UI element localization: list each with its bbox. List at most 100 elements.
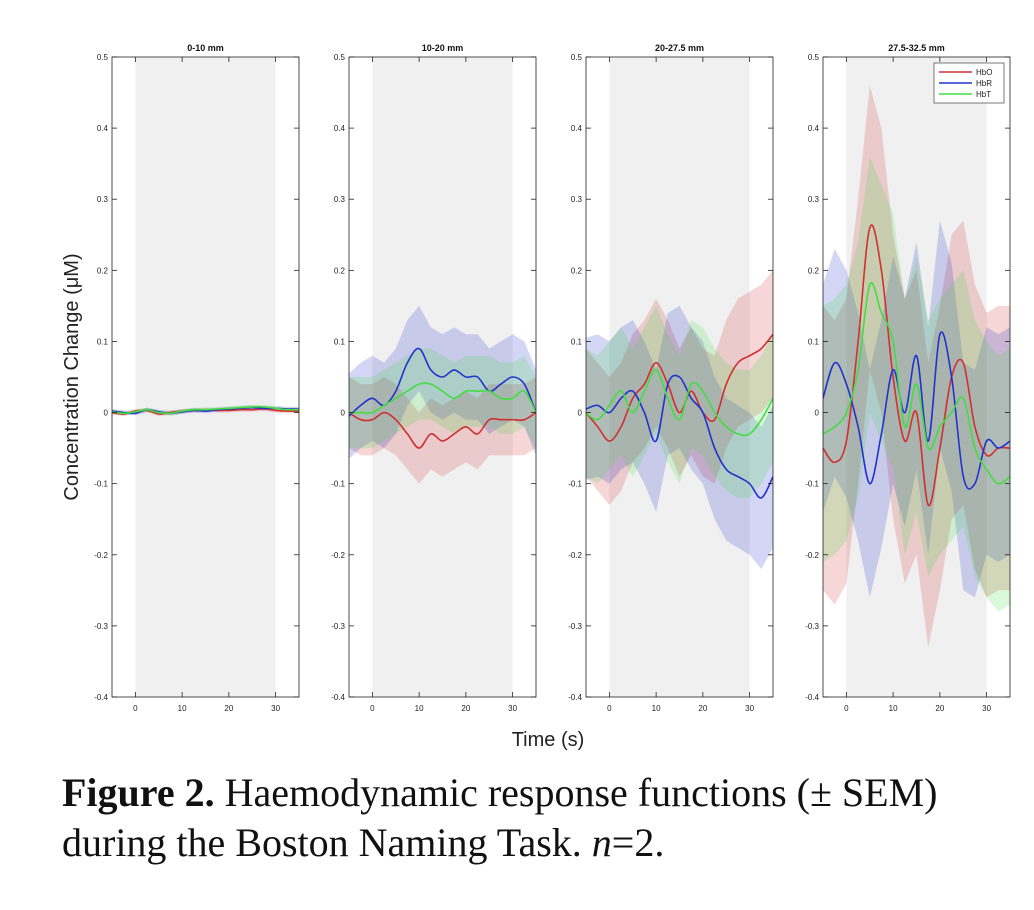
- caption-n-value: =2.: [611, 820, 665, 865]
- x-tick-label: 10: [178, 704, 187, 713]
- y-tick-label: -0.1: [94, 480, 108, 489]
- axes-frame: [822, 56, 1011, 698]
- x-tick-label: 0: [133, 704, 138, 713]
- y-tick-label: 0.5: [97, 53, 109, 62]
- y-tick-label: 0.4: [97, 124, 109, 133]
- panel-title: 20-27.5 mm: [655, 43, 704, 53]
- sem-band-hbo: [586, 270, 773, 505]
- y-tick-label: -0.3: [94, 622, 108, 631]
- caption-label: Figure 2.: [62, 770, 215, 815]
- plot-area: [349, 305, 536, 484]
- y-tick-label: 0.4: [808, 124, 820, 133]
- series-line-hbo: [349, 411, 536, 449]
- y-tick-label: 0: [104, 409, 109, 418]
- x-tick-label: 20: [461, 704, 470, 713]
- y-tick-label: -0.2: [568, 551, 582, 560]
- axes-frame: [111, 56, 300, 698]
- x-tick-label: 0: [607, 704, 612, 713]
- caption-text: Haemodynamic response functions (± SEM) …: [62, 770, 938, 865]
- y-tick-label: 0.5: [808, 53, 820, 62]
- series-line-hbr: [823, 331, 1010, 490]
- series-line-hbr: [349, 347, 536, 417]
- y-tick-label: 0.3: [97, 195, 109, 204]
- y-tick-label: -0.4: [331, 693, 345, 702]
- panel-title: 27.5-32.5 mm: [888, 43, 945, 53]
- y-tick-label: 0.3: [571, 195, 583, 204]
- x-tick-label: 30: [745, 704, 754, 713]
- y-tick-label: -0.1: [568, 480, 582, 489]
- y-tick-label: -0.1: [331, 480, 345, 489]
- y-tick-label: 0.1: [808, 337, 820, 346]
- series-line-hbo: [823, 224, 1010, 507]
- y-tick-label: 0.1: [571, 337, 583, 346]
- task-block: [846, 57, 987, 697]
- series-line-hbt: [823, 281, 1010, 485]
- panel-title: 0-10 mm: [187, 43, 224, 53]
- x-axis-label: Time (s): [512, 729, 585, 751]
- x-tick-label: 30: [982, 704, 991, 713]
- y-tick-label: 0.5: [334, 53, 346, 62]
- panel-4: -0.4 -0.3 -0.2 -0.1 0 0.1 0.2 0.3 0.4 0.5 0 10 20 30 2…: [805, 43, 1011, 713]
- series-line-hbr: [586, 374, 773, 499]
- sem-band-hbo: [349, 377, 536, 484]
- sem-band-hbt: [349, 348, 536, 449]
- caption-n-symbol: n: [591, 820, 612, 865]
- legend: HbO HbR HbT: [933, 62, 1005, 104]
- y-tick-label: 0: [578, 409, 583, 418]
- sem-band-hbt: [586, 305, 773, 498]
- plot-area: [112, 404, 299, 417]
- series-line-hbt: [349, 382, 536, 414]
- y-tick-label: 0.4: [571, 124, 583, 133]
- figure-caption: Figure 2. Haemodynamic response function…: [62, 768, 1002, 868]
- plot-area: [586, 270, 773, 569]
- legend-label-hbt: HbT: [976, 90, 991, 99]
- legend-label-hbr: HbR: [976, 79, 992, 88]
- y-tick-label: -0.1: [805, 480, 819, 489]
- y-tick-label: 0.1: [334, 337, 346, 346]
- y-tick-label: -0.2: [331, 551, 345, 560]
- panel-2: -0.4 -0.3 -0.2 -0.1 0 0.1 0.2 0.3 0.4 0.5 0 10 20 30 1…: [331, 43, 537, 713]
- x-tick-label: 20: [224, 704, 233, 713]
- series-line-hbo: [586, 333, 773, 442]
- sem-band-hbr: [586, 305, 773, 569]
- x-tick-label: 10: [889, 704, 898, 713]
- y-tick-label: 0.3: [334, 195, 346, 204]
- x-tick-label: 20: [935, 704, 944, 713]
- y-axis-label: Concentration Change (μM): [61, 253, 83, 500]
- y-tick-label: -0.3: [805, 622, 819, 631]
- panel-title: 10-20 mm: [422, 43, 464, 53]
- y-tick-label: 0.2: [97, 266, 109, 275]
- x-tick-label: 0: [370, 704, 375, 713]
- sem-band-hbr: [823, 220, 1010, 598]
- y-tick-label: 0.2: [808, 266, 820, 275]
- y-tick-label: 0: [341, 409, 346, 418]
- x-tick-label: 10: [652, 704, 661, 713]
- y-tick-label: -0.4: [94, 693, 108, 702]
- x-tick-label: 30: [271, 704, 280, 713]
- x-tick-label: 20: [698, 704, 707, 713]
- task-block: [135, 57, 276, 697]
- panel-3: -0.4 -0.3 -0.2 -0.1 0 0.1 0.2 0.3 0.4 0.5 0 10 20 30 2…: [568, 43, 774, 713]
- legend-label-hbo: HbO: [976, 68, 992, 77]
- axes-frame: [348, 56, 537, 698]
- y-tick-label: 0.5: [571, 53, 583, 62]
- x-tick-label: 10: [415, 704, 424, 713]
- y-tick-label: -0.2: [94, 551, 108, 560]
- plot-area: [823, 85, 1010, 648]
- y-tick-label: -0.3: [331, 622, 345, 631]
- y-tick-label: 0.2: [571, 266, 583, 275]
- y-tick-label: 0.3: [808, 195, 820, 204]
- y-tick-label: -0.3: [568, 622, 582, 631]
- y-tick-label: -0.4: [568, 693, 582, 702]
- y-tick-label: 0.2: [334, 266, 346, 275]
- x-tick-label: 30: [508, 704, 517, 713]
- y-tick-label: -0.2: [805, 551, 819, 560]
- panel-1: -0.4 -0.3 -0.2 -0.1 0 0.1 0.2 0.3 0.4 0.5 0 10 20 30 0…: [94, 43, 300, 713]
- axes-frame: [585, 56, 774, 698]
- series-line-hbt: [112, 405, 299, 415]
- y-tick-label: -0.4: [805, 693, 819, 702]
- y-tick-label: 0.4: [334, 124, 346, 133]
- series-line-hbt: [586, 369, 773, 437]
- y-tick-label: 0.1: [97, 337, 109, 346]
- x-tick-label: 0: [844, 704, 849, 713]
